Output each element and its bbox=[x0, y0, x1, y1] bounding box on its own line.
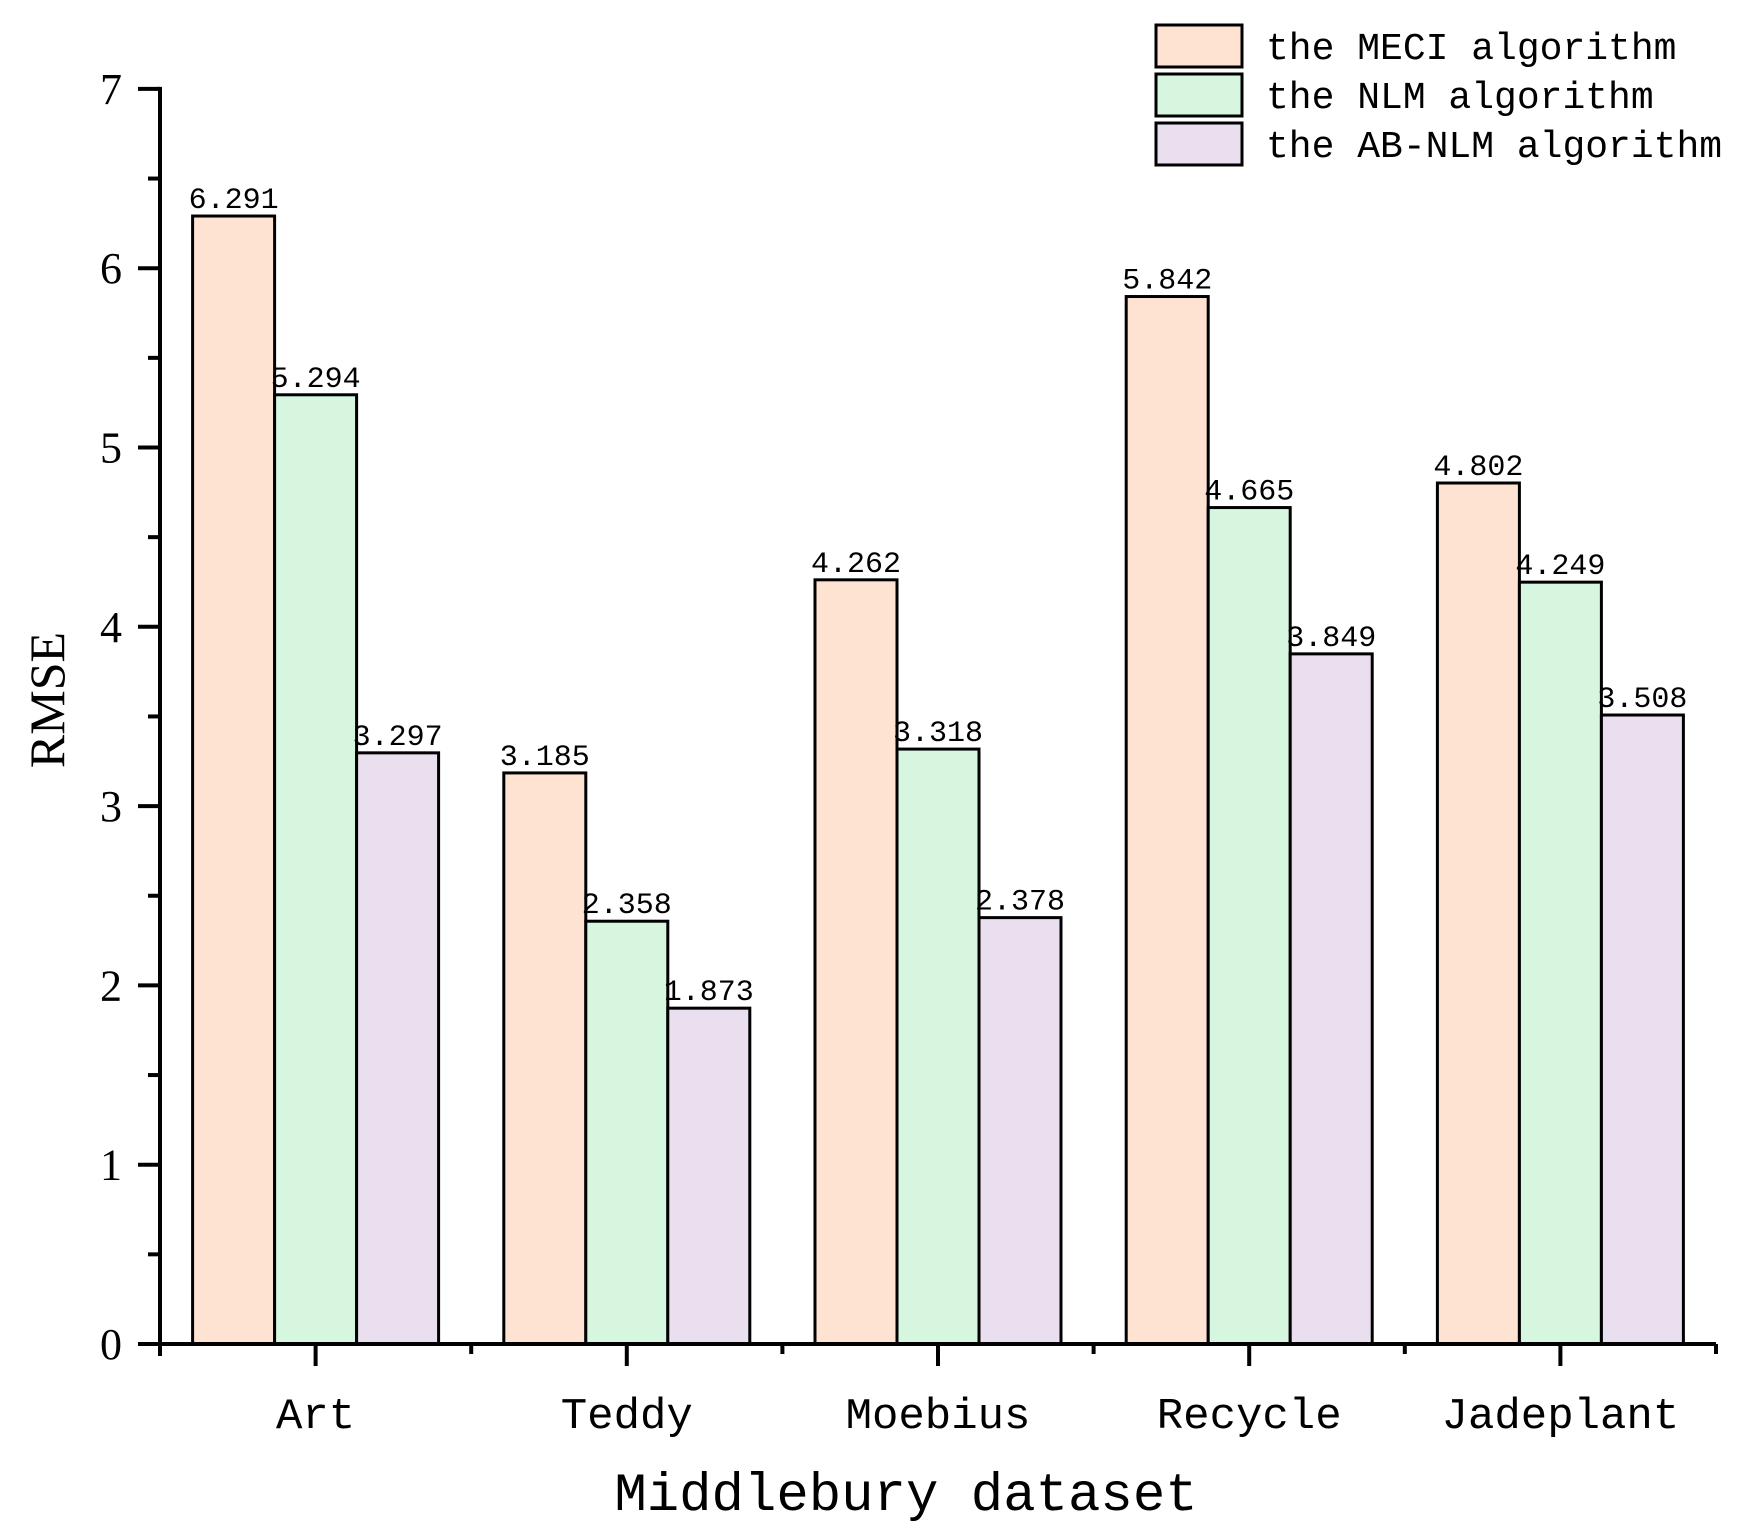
legend-swatch-series-2 bbox=[1154, 72, 1244, 118]
data-label-moebius-series-1: 4.262 bbox=[811, 548, 901, 582]
y-tick-label-2: 2 bbox=[100, 961, 122, 1010]
legend-swatch-series-1 bbox=[1154, 23, 1244, 69]
bar-teddy-series-1 bbox=[502, 771, 588, 1346]
legend: the MECI algorithm the NLM algorithm the A… bbox=[1154, 23, 1722, 169]
bar-jadeplant-series-3 bbox=[1599, 713, 1685, 1346]
bar-art-series-2 bbox=[273, 393, 359, 1346]
y-tick-label-7: 7 bbox=[100, 65, 122, 114]
x-axis-title: Middlebury dataset bbox=[614, 1466, 1197, 1527]
bar-art-series-1 bbox=[191, 214, 277, 1346]
y-tick-label-6: 6 bbox=[100, 244, 122, 293]
x-tick-label-moebius: Moebius bbox=[846, 1392, 1031, 1442]
x-tick-label-recycle: Recycle bbox=[1157, 1392, 1342, 1442]
data-label-recycle-series-1: 5.842 bbox=[1122, 265, 1212, 299]
y-tick-label-0: 0 bbox=[100, 1320, 122, 1369]
y-tick-label-5: 5 bbox=[100, 424, 122, 473]
axes-layer: Art Teddy Moebius Recycle Jadeplant 0 1 2 3 4 5 6 7 bbox=[100, 65, 1718, 1442]
legend-label-series-2: the NLM algorithm bbox=[1266, 77, 1654, 120]
y-axis-title: RMSE bbox=[19, 632, 75, 768]
x-tick-label-art: Art bbox=[276, 1392, 355, 1442]
bar-teddy-series-3 bbox=[666, 1006, 752, 1346]
bar-moebius-series-2 bbox=[895, 747, 981, 1346]
data-label-teddy-series-3: 1.873 bbox=[664, 976, 754, 1010]
x-tick-label-jadeplant: Jadeplant bbox=[1442, 1392, 1680, 1442]
bar-jadeplant-series-2 bbox=[1517, 580, 1603, 1346]
data-labels-layer: 6.291 5.294 3.297 3.185 2.358 1.873 4.262 3.318… bbox=[189, 184, 1688, 1010]
legend-label-series-1: the MECI algorithm bbox=[1266, 28, 1676, 71]
data-label-jadeplant-series-1: 4.802 bbox=[1433, 451, 1523, 485]
data-label-recycle-series-3: 3.849 bbox=[1286, 622, 1376, 656]
data-label-recycle-series-2: 4.665 bbox=[1204, 476, 1294, 510]
bar-jadeplant-series-1 bbox=[1435, 481, 1521, 1346]
bars-layer bbox=[191, 214, 1685, 1346]
data-label-teddy-series-2: 2.358 bbox=[582, 889, 672, 923]
data-label-art-series-2: 5.294 bbox=[271, 363, 361, 397]
bar-recycle-series-2 bbox=[1206, 506, 1292, 1346]
data-label-art-series-1: 6.291 bbox=[189, 184, 279, 218]
y-tick-label-3: 3 bbox=[100, 782, 122, 831]
bar-art-series-3 bbox=[355, 751, 441, 1346]
bar-recycle-series-1 bbox=[1124, 295, 1210, 1346]
bar-moebius-series-3 bbox=[977, 916, 1063, 1346]
legend-swatch-series-3 bbox=[1154, 121, 1244, 167]
data-label-art-series-3: 3.297 bbox=[353, 721, 443, 755]
data-label-jadeplant-series-2: 4.249 bbox=[1515, 550, 1605, 584]
data-label-moebius-series-2: 3.318 bbox=[893, 717, 983, 751]
bar-recycle-series-3 bbox=[1288, 652, 1374, 1346]
x-tick-label-teddy: Teddy bbox=[561, 1392, 693, 1442]
legend-label-series-3: the AB-NLM algorithm bbox=[1266, 126, 1722, 169]
y-tick-label-4: 4 bbox=[100, 603, 122, 652]
y-tick-label-1: 1 bbox=[100, 1141, 122, 1190]
data-label-moebius-series-3: 2.378 bbox=[975, 886, 1065, 920]
bar-teddy-series-2 bbox=[584, 919, 670, 1346]
data-label-jadeplant-series-3: 3.508 bbox=[1597, 683, 1687, 717]
bar-moebius-series-1 bbox=[813, 578, 899, 1346]
data-label-teddy-series-1: 3.185 bbox=[500, 741, 590, 775]
